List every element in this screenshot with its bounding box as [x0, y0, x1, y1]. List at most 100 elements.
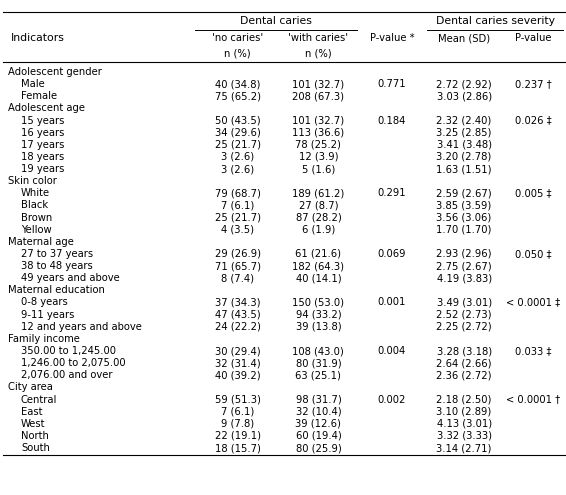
Text: 1.63 (1.51): 1.63 (1.51) [436, 164, 492, 174]
Text: 9-11 years: 9-11 years [21, 309, 74, 320]
Text: 0.291: 0.291 [378, 188, 406, 198]
Text: 50 (43.5): 50 (43.5) [215, 115, 260, 126]
Text: Brown: Brown [21, 212, 52, 223]
Text: 2.59 (2.67): 2.59 (2.67) [436, 188, 492, 198]
Text: 5 (1.6): 5 (1.6) [302, 164, 335, 174]
Text: Female: Female [21, 91, 57, 101]
Text: 101 (32.7): 101 (32.7) [292, 79, 345, 89]
Text: 40 (14.1): 40 (14.1) [295, 273, 341, 283]
Text: Black: Black [21, 200, 48, 210]
Text: 24 (22.2): 24 (22.2) [215, 322, 261, 332]
Text: 6 (1.9): 6 (1.9) [302, 225, 335, 235]
Text: 2.52 (2.73): 2.52 (2.73) [436, 309, 492, 320]
Text: 350.00 to 1,245.00: 350.00 to 1,245.00 [21, 346, 116, 356]
Text: 'with caries': 'with caries' [288, 33, 349, 43]
Text: n (%): n (%) [224, 49, 251, 59]
Text: 75 (65.2): 75 (65.2) [215, 91, 261, 101]
Text: 4 (3.5): 4 (3.5) [221, 225, 254, 235]
Text: 3.56 (3.06): 3.56 (3.06) [436, 212, 492, 223]
Text: Adolescent age: Adolescent age [8, 103, 85, 113]
Text: 0.005 ‡: 0.005 ‡ [514, 188, 551, 198]
Text: 8 (7.4): 8 (7.4) [221, 273, 254, 283]
Text: 2.25 (2.72): 2.25 (2.72) [436, 322, 492, 332]
Text: P-value *: P-value * [370, 33, 414, 43]
Text: 71 (65.7): 71 (65.7) [215, 261, 261, 271]
Text: 40 (39.2): 40 (39.2) [215, 370, 260, 380]
Text: 3 (2.6): 3 (2.6) [221, 164, 254, 174]
Text: 3 (2.6): 3 (2.6) [221, 152, 254, 162]
Text: 189 (61.2): 189 (61.2) [292, 188, 345, 198]
Text: 113 (36.6): 113 (36.6) [292, 128, 345, 138]
Text: 2.36 (2.72): 2.36 (2.72) [436, 370, 492, 380]
Text: 47 (43.5): 47 (43.5) [215, 309, 260, 320]
Text: 60 (19.4): 60 (19.4) [295, 431, 341, 441]
Text: 61 (21.6): 61 (21.6) [295, 249, 341, 259]
Text: 2.72 (2.92): 2.72 (2.92) [436, 79, 492, 89]
Text: 34 (29.6): 34 (29.6) [215, 128, 260, 138]
Text: Dental caries: Dental caries [240, 16, 312, 26]
Text: 7 (6.1): 7 (6.1) [221, 406, 254, 417]
Text: North: North [21, 431, 49, 441]
Text: Adolescent gender: Adolescent gender [8, 67, 102, 77]
Text: 101 (32.7): 101 (32.7) [292, 115, 345, 126]
Text: 98 (31.7): 98 (31.7) [295, 395, 341, 404]
Text: 2.93 (2.96): 2.93 (2.96) [436, 249, 492, 259]
Text: 12 and years and above: 12 and years and above [21, 322, 142, 332]
Text: 0.184: 0.184 [378, 115, 406, 126]
Text: 7 (6.1): 7 (6.1) [221, 200, 254, 210]
Text: 39 (13.8): 39 (13.8) [295, 322, 341, 332]
Text: 19 years: 19 years [21, 164, 65, 174]
Text: 1.70 (1.70): 1.70 (1.70) [436, 225, 492, 235]
Text: 0.004: 0.004 [378, 346, 406, 356]
Text: < 0.0001 ‡: < 0.0001 ‡ [506, 297, 560, 307]
Text: 3.10 (2.89): 3.10 (2.89) [436, 406, 492, 417]
Text: 208 (67.3): 208 (67.3) [293, 91, 344, 101]
Text: 0.026 ‡: 0.026 ‡ [514, 115, 551, 126]
Text: 18 years: 18 years [21, 152, 64, 162]
Text: Indicators: Indicators [11, 33, 65, 43]
Text: 4.13 (3.01): 4.13 (3.01) [436, 419, 492, 429]
Text: 32 (31.4): 32 (31.4) [215, 358, 260, 368]
Text: 150 (53.0): 150 (53.0) [293, 297, 344, 307]
Text: 108 (43.0): 108 (43.0) [293, 346, 344, 356]
Text: 59 (51.3): 59 (51.3) [215, 395, 261, 404]
Text: White: White [21, 188, 50, 198]
Text: 0.237 †: 0.237 † [514, 79, 551, 89]
Text: 3.20 (2.78): 3.20 (2.78) [436, 152, 492, 162]
Text: 38 to 48 years: 38 to 48 years [21, 261, 93, 271]
Text: 0.771: 0.771 [378, 79, 406, 89]
Text: P-value: P-value [514, 33, 551, 43]
Text: Maternal education: Maternal education [8, 285, 105, 296]
Text: 182 (64.3): 182 (64.3) [293, 261, 344, 271]
Text: 18 (15.7): 18 (15.7) [215, 443, 261, 453]
Text: 78 (25.2): 78 (25.2) [295, 140, 341, 150]
Text: 3.49 (3.01): 3.49 (3.01) [436, 297, 492, 307]
Text: City area: City area [8, 382, 53, 393]
Text: 3.14 (2.71): 3.14 (2.71) [436, 443, 492, 453]
Text: Central: Central [21, 395, 57, 404]
Text: 0.069: 0.069 [378, 249, 406, 259]
Text: 40 (34.8): 40 (34.8) [215, 79, 260, 89]
Text: 80 (25.9): 80 (25.9) [295, 443, 341, 453]
Text: 1,246.00 to 2,075.00: 1,246.00 to 2,075.00 [21, 358, 126, 368]
Text: 25 (21.7): 25 (21.7) [215, 212, 261, 223]
Text: 0-8 years: 0-8 years [21, 297, 68, 307]
Text: 4.19 (3.83): 4.19 (3.83) [436, 273, 492, 283]
Text: 2,076.00 and over: 2,076.00 and over [21, 370, 113, 380]
Text: 49 years and above: 49 years and above [21, 273, 119, 283]
Text: Mean (SD): Mean (SD) [438, 33, 490, 43]
Text: 3.41 (3.48): 3.41 (3.48) [436, 140, 492, 150]
Text: 0.002: 0.002 [378, 395, 406, 404]
Text: 87 (28.2): 87 (28.2) [295, 212, 341, 223]
Text: 27 to 37 years: 27 to 37 years [21, 249, 93, 259]
Text: 2.64 (2.66): 2.64 (2.66) [436, 358, 492, 368]
Text: South: South [21, 443, 50, 453]
Text: 37 (34.3): 37 (34.3) [215, 297, 260, 307]
Text: Family income: Family income [8, 334, 80, 344]
Text: 3.85 (3.59): 3.85 (3.59) [436, 200, 492, 210]
Text: 25 (21.7): 25 (21.7) [215, 140, 261, 150]
Text: 63 (25.1): 63 (25.1) [295, 370, 341, 380]
Text: West: West [21, 419, 45, 429]
Text: 3.32 (3.33): 3.32 (3.33) [436, 431, 492, 441]
Text: 0.050 ‡: 0.050 ‡ [514, 249, 551, 259]
